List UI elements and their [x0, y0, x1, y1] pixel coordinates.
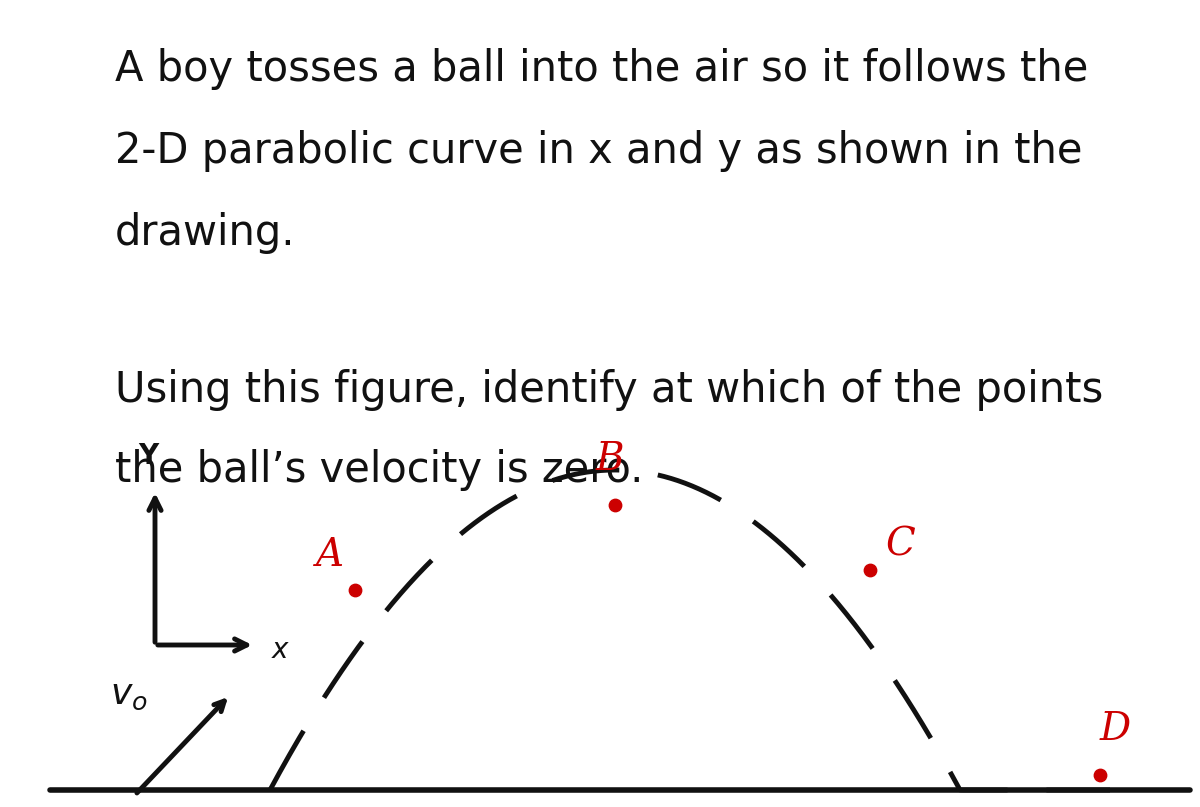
Text: the ball’s velocity is zero.: the ball’s velocity is zero. — [115, 449, 643, 491]
Text: x: x — [272, 636, 288, 664]
Point — [606, 499, 625, 512]
Text: B: B — [595, 441, 624, 479]
Text: 2-D parabolic curve in x and y as shown in the: 2-D parabolic curve in x and y as shown … — [115, 130, 1082, 172]
Point — [1091, 768, 1110, 781]
Text: D: D — [1099, 712, 1130, 749]
Text: A boy tosses a ball into the air so it follows the: A boy tosses a ball into the air so it f… — [115, 48, 1088, 90]
Text: A: A — [316, 537, 344, 574]
Text: Y: Y — [138, 442, 158, 470]
Text: $\mathit{v_o}$: $\mathit{v_o}$ — [110, 678, 148, 712]
Text: Using this figure, identify at which of the points: Using this figure, identify at which of … — [115, 369, 1103, 411]
Text: drawing.: drawing. — [115, 212, 295, 254]
Point — [346, 583, 365, 596]
Text: C: C — [886, 526, 914, 563]
Point — [860, 563, 880, 576]
